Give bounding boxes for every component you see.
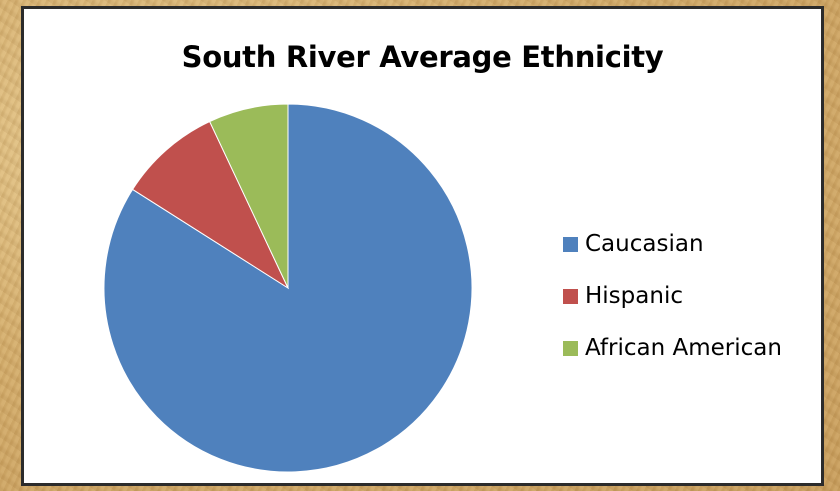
legend-item-african-american: African American xyxy=(563,322,782,374)
pie-slice-hispanic xyxy=(131,120,290,290)
pie-slice-african-american xyxy=(208,103,289,289)
legend-label-hispanic: Hispanic xyxy=(585,283,683,309)
legend-swatch-hispanic xyxy=(563,288,578,304)
legend-item-caucasian: Caucasian xyxy=(563,218,782,270)
legend-item-hispanic: Hispanic xyxy=(563,270,782,322)
legend-swatch-caucasian xyxy=(563,236,578,252)
legend-label-african-american: African American xyxy=(585,335,782,361)
legend-label-caucasian: Caucasian xyxy=(585,231,704,257)
legend-swatch-african-american xyxy=(563,340,578,356)
pie-slices xyxy=(103,103,473,473)
chart-frame: South River Average Ethnicity Caucasian … xyxy=(21,6,824,486)
legend: Caucasian Hispanic African American xyxy=(563,218,782,374)
pie-chart xyxy=(103,103,473,473)
chart-title: South River Average Ethnicity xyxy=(181,40,664,74)
